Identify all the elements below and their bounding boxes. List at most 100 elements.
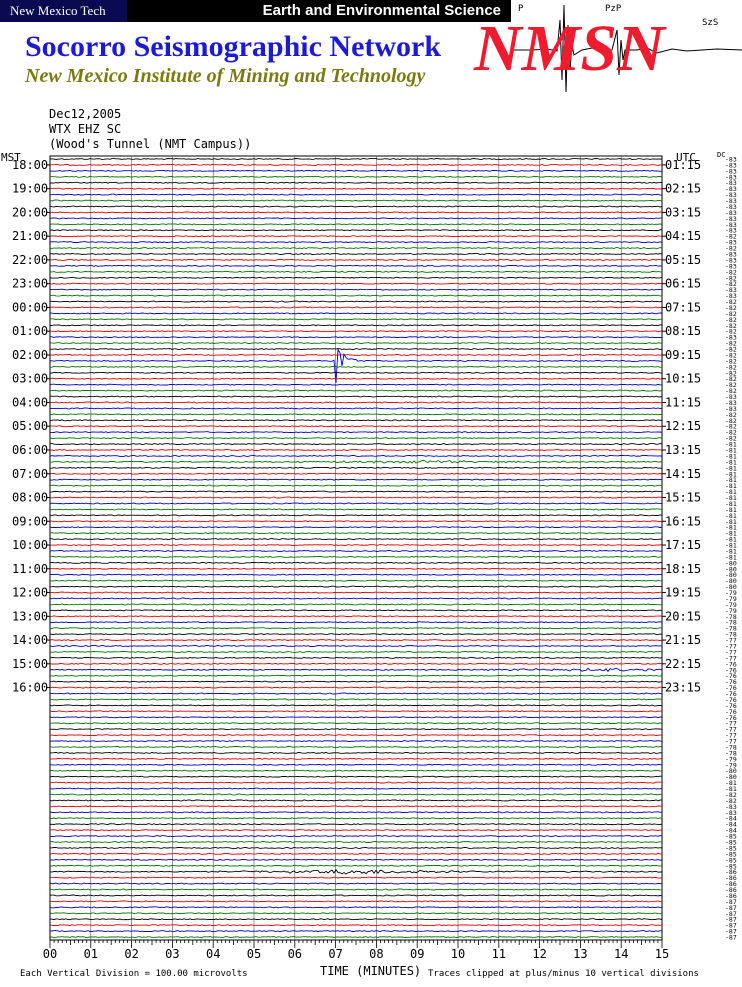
dc-offset-label: -81 bbox=[725, 524, 737, 532]
dc-offset-label: -76 bbox=[725, 666, 737, 674]
dc-offset-label: -83 bbox=[725, 173, 737, 181]
dc-offset-label: -80 bbox=[725, 565, 737, 573]
logo-trace bbox=[512, 4, 742, 93]
mst-hour-label: 15:00 bbox=[12, 657, 48, 671]
seismogram-trace bbox=[49, 437, 663, 440]
seismogram-trace bbox=[49, 835, 663, 838]
dc-offset-label: -76 bbox=[725, 672, 737, 680]
mst-axis-label: MST bbox=[1, 151, 21, 164]
seismogram-trace bbox=[49, 484, 663, 487]
seismogram-trace bbox=[49, 692, 663, 695]
dc-offset-label: -81 bbox=[725, 441, 737, 449]
seismogram-trace bbox=[49, 526, 663, 529]
seismogram-trace bbox=[49, 710, 663, 713]
dc-offset-label: -85 bbox=[725, 839, 737, 847]
x-tick-label: 07 bbox=[328, 947, 342, 961]
department-banner[interactable]: Earth and Environmental Science bbox=[127, 0, 511, 22]
seismogram-trace bbox=[49, 193, 663, 196]
dc-offset-label: -81 bbox=[725, 458, 737, 466]
mst-hour-label: 19:00 bbox=[12, 182, 48, 196]
nmt-banner[interactable]: New Mexico Tech bbox=[0, 0, 127, 22]
dc-offset-label: -82 bbox=[725, 310, 737, 318]
utc-hour-label: 18:15 bbox=[665, 562, 701, 576]
seismogram-trace bbox=[49, 757, 662, 760]
mst-hour-label: 05:00 bbox=[12, 419, 48, 433]
dc-offset-label: -82 bbox=[725, 423, 737, 431]
dc-offset-label: -77 bbox=[725, 637, 737, 645]
seismogram-trace bbox=[49, 347, 663, 383]
utc-hour-label: 04:15 bbox=[665, 229, 701, 243]
seismogram-trace bbox=[49, 158, 663, 160]
dc-offset-label: -87 bbox=[725, 904, 737, 912]
x-tick-label: 14 bbox=[614, 947, 628, 961]
dc-offset-label: -78 bbox=[725, 613, 737, 621]
dc-offset-label: -80 bbox=[725, 773, 737, 781]
dc-offset-label: -81 bbox=[725, 452, 737, 460]
dc-offset-label: -83 bbox=[725, 221, 737, 229]
utc-hour-label: 03:15 bbox=[665, 205, 701, 219]
seismogram-trace bbox=[49, 627, 663, 630]
x-tick-label: 01 bbox=[84, 947, 98, 961]
seismogram-trace bbox=[49, 520, 663, 523]
mst-hour-label: 16:00 bbox=[12, 681, 48, 695]
x-tick-label: 10 bbox=[451, 947, 465, 961]
seismogram-trace bbox=[49, 746, 663, 749]
utc-hour-label: 01:15 bbox=[665, 158, 701, 172]
dc-offset-label: -82 bbox=[725, 381, 737, 389]
seismogram-trace bbox=[49, 823, 663, 826]
seismogram-trace bbox=[49, 342, 663, 345]
seismogram-trace bbox=[49, 205, 663, 208]
utc-hour-label: 22:15 bbox=[665, 657, 701, 671]
seismogram-trace bbox=[49, 868, 663, 875]
dc-offset-label: -87 bbox=[725, 922, 737, 930]
station-location: (Wood's Tunnel (NMT Campus)) bbox=[49, 137, 252, 151]
dc-offset-label: -83 bbox=[725, 155, 737, 163]
seismogram-trace bbox=[49, 187, 663, 190]
seismogram-trace bbox=[49, 235, 663, 238]
seismogram-trace bbox=[49, 769, 663, 772]
dc-offset-label: -76 bbox=[725, 702, 737, 710]
seismogram-trace bbox=[49, 241, 663, 244]
seismogram-trace bbox=[49, 621, 663, 624]
seismogram-trace bbox=[49, 567, 663, 570]
dc-offset-label: -81 bbox=[725, 512, 737, 520]
seismogram-trace bbox=[49, 639, 663, 642]
dc-offset-label: -82 bbox=[725, 435, 737, 443]
seismogram-trace bbox=[49, 472, 663, 475]
utc-hour-label: 19:15 bbox=[665, 586, 701, 600]
dc-offset-label: -82 bbox=[725, 357, 737, 365]
mst-hour-label: 11:00 bbox=[12, 562, 48, 576]
dc-offset-label: -82 bbox=[725, 316, 737, 324]
dc-offset-label: -82 bbox=[725, 387, 737, 395]
seismogram-trace bbox=[49, 247, 663, 250]
seismogram-trace bbox=[49, 514, 663, 517]
seismogram-trace bbox=[49, 538, 663, 541]
mst-hour-label: 12:00 bbox=[12, 586, 48, 600]
dc-offset-label: -87 bbox=[725, 910, 737, 918]
seismogram-trace bbox=[49, 199, 663, 202]
dc-offset-label: -83 bbox=[725, 179, 737, 187]
dc-offset-label: -83 bbox=[725, 286, 737, 294]
mst-hour-label: 02:00 bbox=[12, 348, 48, 362]
dc-offset-label: -83 bbox=[725, 209, 737, 217]
seismogram-trace bbox=[49, 454, 663, 457]
dc-offset-label: -79 bbox=[725, 761, 737, 769]
utc-hour-label: 17:15 bbox=[665, 538, 701, 552]
seismogram-trace bbox=[49, 704, 663, 707]
dc-offset-label: -82 bbox=[725, 417, 737, 425]
seismogram-trace bbox=[49, 787, 663, 790]
seismogram-trace bbox=[49, 876, 663, 879]
x-tick-label: 13 bbox=[573, 947, 587, 961]
seismogram-trace bbox=[49, 716, 663, 719]
dc-offset-label: -82 bbox=[725, 363, 737, 371]
seismogram-trace bbox=[49, 841, 662, 843]
dc-offset-label: -81 bbox=[725, 536, 737, 544]
seismogram-trace bbox=[50, 443, 663, 446]
dc-offset-label: -83 bbox=[725, 167, 737, 175]
dc-offset-label: -83 bbox=[725, 227, 737, 235]
seismogram-trace bbox=[49, 425, 663, 428]
seismogram-trace bbox=[49, 936, 662, 938]
dc-offset-label: -81 bbox=[725, 542, 737, 550]
mst-hour-label: 20:00 bbox=[12, 205, 48, 219]
seismogram-trace bbox=[49, 223, 663, 226]
